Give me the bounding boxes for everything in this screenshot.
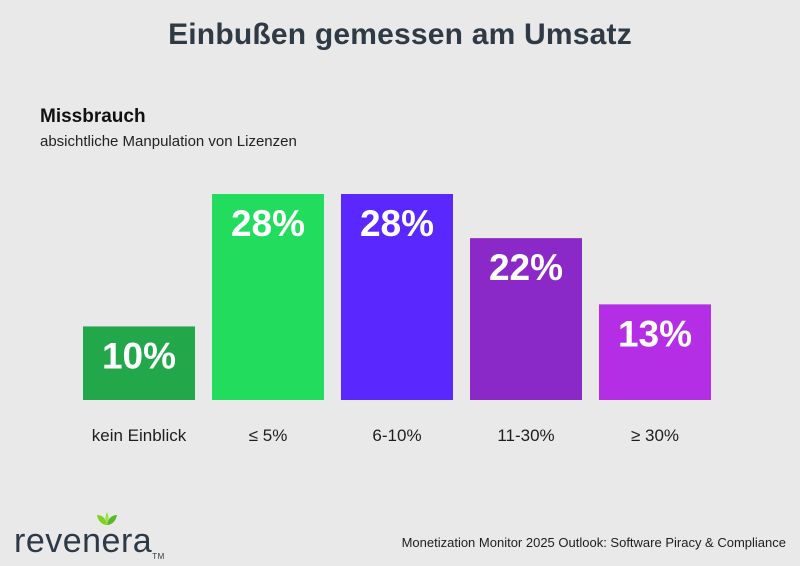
category-label-5: ≥ 30% [631,426,679,445]
category-label-4: 11-30% [497,426,554,445]
bar-4 [470,238,582,400]
bar-value-label-1: 10% [102,335,176,376]
source-note: Monetization Monitor 2025 Outlook: Softw… [401,535,786,550]
bar-5 [599,304,711,400]
chart-subtitle: Missbrauch [40,106,146,127]
logo-trademark: TM [152,552,165,561]
leaf-icon [97,512,117,525]
bar-value-label-5: 13% [618,313,692,354]
category-label-1: kein Einblick [92,426,187,445]
chart-title: Einbußen gemessen am Umsatz [168,18,632,51]
bar-value-label-4: 22% [489,247,563,288]
bar-value-label-2: 28% [231,203,305,244]
bar-1 [83,326,195,400]
chart-description: absichtliche Manpulation von Lizenzen [40,133,297,150]
bar-value-label-3: 28% [360,203,434,244]
category-label-3: 6-10% [372,426,421,445]
bar-3 [341,194,453,400]
revenera-logo: reveneraTM [14,512,165,561]
bar-2 [212,194,324,400]
category-label-2: ≤ 5% [249,426,288,445]
logo-text: revenera [14,522,153,560]
